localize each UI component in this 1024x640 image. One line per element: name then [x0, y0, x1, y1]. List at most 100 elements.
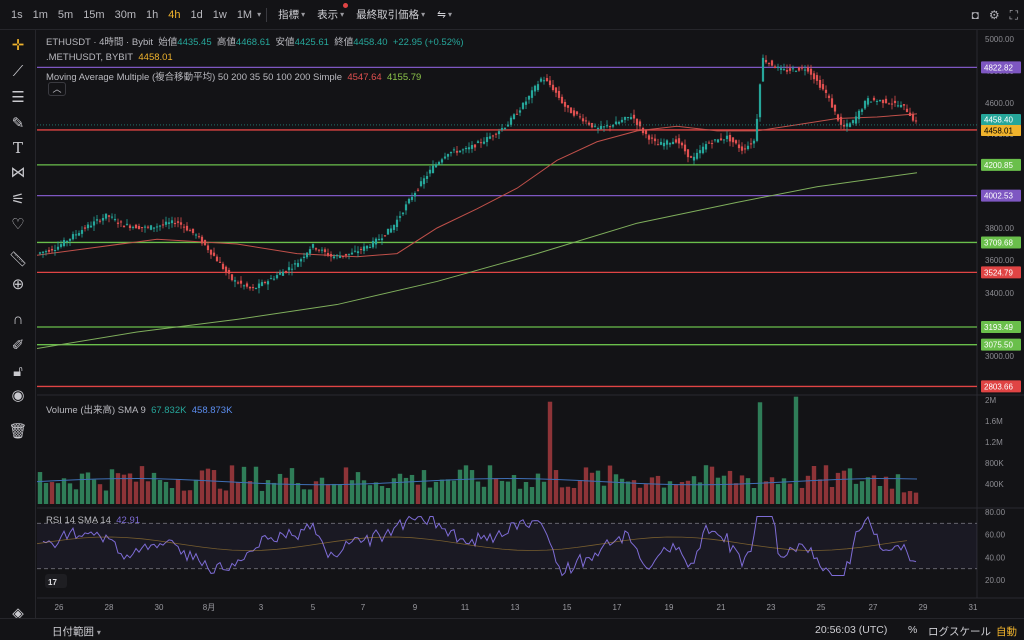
indicators-button[interactable]: 指標 ▾ — [272, 7, 311, 22]
candle-body — [182, 226, 186, 228]
volume-bar — [643, 483, 649, 504]
pattern-icon[interactable]: ⋈ — [10, 164, 26, 181]
timeframe-1M[interactable]: 1M — [236, 8, 253, 21]
volume-bar — [715, 477, 721, 504]
trash-icon[interactable]: 🗑︎ — [8, 423, 28, 440]
timeframe-1d[interactable]: 1d — [190, 8, 203, 21]
magnet-icon[interactable]: ∩ — [12, 311, 24, 328]
timeframe-1m[interactable]: 1m — [32, 8, 48, 21]
date-tick-label: 29 — [919, 603, 928, 612]
volume-bar — [475, 481, 481, 504]
volume-bar — [811, 465, 817, 504]
candle-body — [563, 101, 567, 107]
price-chart-svg[interactable]: 5000.004800.004600.004400.004200.004000.… — [36, 30, 1024, 618]
date-range-button[interactable]: 日付範囲 ▾ — [52, 624, 101, 639]
stay-drawing-icon[interactable]: ✐ — [11, 337, 25, 354]
candle-body — [680, 142, 684, 146]
timeframe-4h[interactable]: 4h — [168, 8, 181, 21]
ruler-icon[interactable]: 📏︎ — [8, 251, 28, 268]
settings-icon[interactable]: ⚙ — [988, 8, 1000, 22]
rsi-sma-line — [36, 536, 908, 551]
rsi-label[interactable]: RSI 14 SMA 14 — [46, 515, 111, 526]
trendline-icon[interactable]: ⟋ — [12, 63, 24, 80]
symbol-label[interactable]: ETHUSDT · 4時間 · Bybit — [46, 37, 153, 48]
candle-body — [830, 98, 834, 108]
open-value: 4435.45 — [177, 37, 212, 48]
candle-body — [662, 142, 666, 147]
candle-body — [164, 221, 168, 225]
candle-body — [485, 137, 489, 143]
volume-bar — [757, 402, 763, 504]
volume-bar — [331, 483, 337, 504]
candle-body — [725, 135, 729, 140]
date-tick-label: 23 — [767, 603, 776, 612]
timeframe-30m[interactable]: 30m — [114, 8, 136, 21]
forecast-icon[interactable]: ⚟ — [11, 191, 25, 208]
ma-label[interactable]: Moving Average Multiple (複合移動平均) 50 200 … — [46, 72, 343, 83]
candle-body — [629, 117, 633, 120]
candle-body — [98, 220, 102, 222]
timeframe-1w[interactable]: 1w — [212, 8, 227, 21]
compare-button[interactable]: ⇋ ▾ — [431, 9, 458, 21]
volume-bar — [769, 477, 775, 504]
candle-body — [446, 154, 450, 157]
candle-body — [194, 234, 198, 236]
log-scale-button[interactable]: ログスケール — [928, 626, 991, 638]
candle-body — [395, 219, 399, 228]
volume-bar — [859, 481, 865, 504]
price-tick-label: 3800.00 — [985, 224, 1014, 233]
candle-body — [149, 225, 153, 230]
percent-button[interactable]: % — [908, 624, 918, 636]
candle-body — [833, 104, 837, 112]
candle-body — [626, 116, 630, 118]
timeframe-15m[interactable]: 15m — [83, 8, 105, 21]
volume-bar — [307, 489, 313, 504]
candle-body — [308, 249, 312, 254]
volume-bar — [241, 466, 247, 504]
candle-body — [515, 113, 519, 115]
volume-label[interactable]: Volume (出来高) SMA 9 — [46, 405, 146, 416]
price-tick-label: 3400.00 — [985, 289, 1014, 298]
collapse-legend-button[interactable]: ︿ — [48, 82, 66, 96]
crosshair-icon[interactable]: ✛ — [11, 37, 25, 54]
candle-body — [251, 287, 255, 289]
timeframe-5m[interactable]: 5m — [57, 8, 74, 21]
last-price-button[interactable]: 最終取引価格 ▾ — [350, 7, 431, 22]
candle-body — [272, 278, 276, 280]
candle-body — [260, 282, 264, 286]
volume-bar — [211, 470, 217, 504]
volume-bar — [787, 483, 793, 504]
candle-body — [65, 240, 69, 243]
candle-body — [722, 139, 726, 141]
camera-icon[interactable]: ◘ — [971, 8, 979, 22]
volume-bar — [217, 488, 223, 504]
mark-symbol[interactable]: .METHUSDT, BYBIT — [46, 52, 134, 63]
auto-scale-button[interactable]: 自動 — [996, 626, 1017, 638]
volume-bar — [679, 482, 685, 504]
zoom-icon[interactable]: ⊕ — [11, 276, 25, 293]
lock-icon[interactable]: 🔓︎ — [13, 363, 23, 380]
candle-body — [635, 118, 639, 126]
eye-icon[interactable]: ◉ — [11, 387, 25, 404]
candle-body — [809, 68, 813, 75]
fullscreen-icon[interactable]: ⛶ — [1009, 7, 1018, 22]
brush-icon[interactable]: ✎ — [11, 115, 25, 132]
text-icon[interactable]: T — [12, 139, 23, 157]
display-button[interactable]: 表示 ▾ — [311, 3, 350, 22]
clock-display[interactable]: 20:56:03 (UTC) — [815, 624, 888, 636]
object-tree-icon[interactable]: ◈ — [12, 605, 24, 622]
favorite-icon[interactable]: ♡ — [11, 216, 25, 233]
candle-body — [749, 143, 753, 145]
candle-body — [575, 111, 579, 115]
chevron-down-icon[interactable]: ▾ — [257, 10, 262, 19]
timeframe-1h[interactable]: 1h — [146, 8, 159, 21]
volume-bar — [145, 481, 151, 504]
candle-body — [509, 117, 513, 125]
candle-body — [710, 143, 714, 145]
candle-body — [773, 66, 777, 69]
fib-icon[interactable]: ☰ — [11, 89, 25, 106]
chart-area[interactable]: 5000.004800.004600.004400.004200.004000.… — [36, 30, 1024, 618]
timeframe-1s[interactable]: 1s — [11, 8, 23, 21]
volume-bar — [337, 484, 343, 504]
candle-body — [524, 101, 528, 105]
